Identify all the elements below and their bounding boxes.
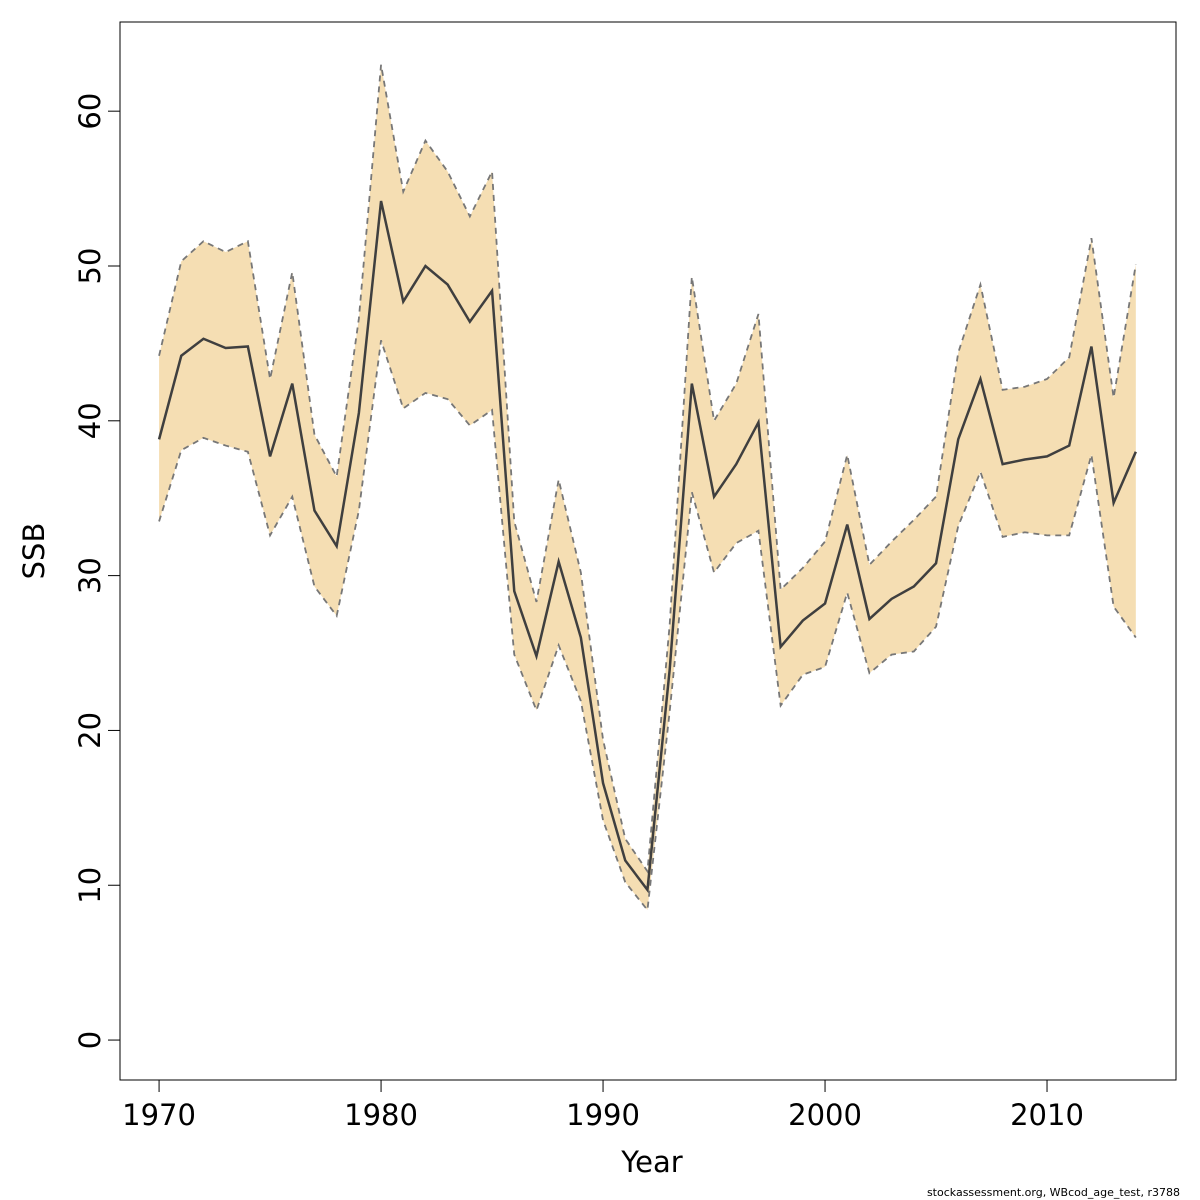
x-tick-label: 1980 <box>344 1098 418 1132</box>
x-tick-label: 1990 <box>566 1098 640 1132</box>
plot-frame <box>119 21 1177 1081</box>
x-tick-label: 1970 <box>122 1098 196 1132</box>
y-tick-label: 50 <box>73 248 107 285</box>
y-tick-label: 10 <box>73 867 107 904</box>
x-tick-label: 2000 <box>788 1098 862 1132</box>
lower-bound <box>158 340 1137 913</box>
x-axis-label: Year <box>620 1145 682 1179</box>
y-tick-label: 0 <box>73 1031 107 1049</box>
ssb-line <box>157 200 1137 894</box>
y-axis-label: SSB <box>17 523 51 580</box>
y-tick-label: 40 <box>73 402 107 439</box>
footnote: stockassessment.org, WBcod_age_test, r37… <box>927 1186 1180 1199</box>
y-tick-label: 20 <box>73 712 107 749</box>
y-tick-label: 60 <box>73 93 107 130</box>
y-tick-label: 30 <box>73 557 107 594</box>
x-tick-label: 2010 <box>1010 1098 1084 1132</box>
upper-bound <box>158 64 1137 874</box>
confidence-band <box>159 64 1136 911</box>
